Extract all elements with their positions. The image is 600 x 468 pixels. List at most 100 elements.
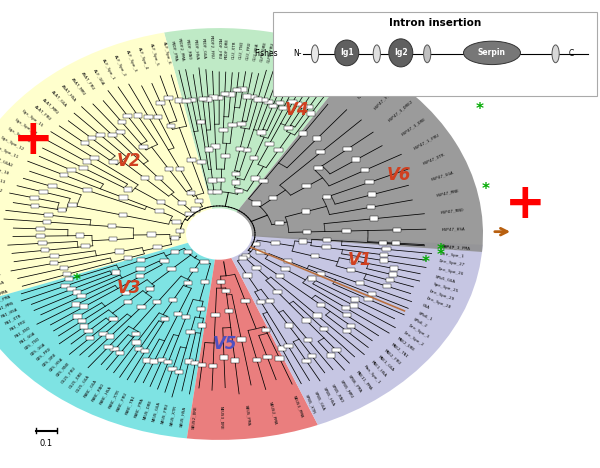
- Wedge shape: [232, 235, 482, 425]
- Bar: [187, 330, 195, 334]
- Bar: [313, 137, 321, 141]
- Text: V2: V2: [117, 153, 141, 170]
- Text: NEUS3_PMA: NEUS3_PMA: [293, 395, 304, 419]
- Text: Fishes: Fishes: [254, 49, 278, 58]
- Bar: [232, 181, 240, 185]
- Bar: [257, 300, 265, 304]
- Bar: [175, 370, 183, 374]
- Bar: [379, 241, 388, 245]
- Text: PANC_RNO: PANC_RNO: [91, 382, 105, 402]
- Bar: [50, 254, 59, 258]
- Text: Ggx_Spe_11: Ggx_Spe_11: [0, 144, 19, 160]
- Bar: [285, 323, 293, 328]
- Bar: [275, 221, 284, 225]
- Bar: [153, 300, 161, 304]
- Bar: [317, 303, 325, 307]
- Text: SPB5_MMU: SPB5_MMU: [339, 379, 354, 399]
- Text: N-: N-: [293, 49, 302, 58]
- Bar: [60, 173, 68, 177]
- Bar: [73, 290, 81, 294]
- Text: PEDF_FRU: PEDF_FRU: [217, 37, 221, 58]
- Bar: [302, 359, 311, 363]
- Bar: [37, 227, 45, 231]
- Text: HSP47_3_DRE: HSP47_3_DRE: [401, 117, 427, 136]
- Bar: [213, 190, 221, 194]
- Bar: [83, 160, 91, 164]
- Bar: [316, 150, 325, 154]
- Bar: [266, 299, 274, 303]
- Text: V1: V1: [348, 251, 372, 269]
- Bar: [41, 248, 49, 252]
- Bar: [343, 313, 351, 317]
- Text: CLU_HSA: CLU_HSA: [253, 42, 259, 61]
- Text: CLU_FRU: CLU_FRU: [245, 42, 252, 60]
- Wedge shape: [164, 28, 359, 212]
- Bar: [171, 250, 179, 254]
- Bar: [40, 190, 48, 194]
- Bar: [63, 272, 71, 276]
- Bar: [380, 258, 388, 263]
- Bar: [124, 187, 133, 191]
- Bar: [132, 340, 140, 344]
- Text: CG25_DRE: CG25_DRE: [67, 370, 83, 389]
- Text: PEDF_HSA: PEDF_HSA: [193, 38, 199, 59]
- Text: PANC_XTR: PANC_XTR: [107, 388, 120, 409]
- Bar: [169, 367, 177, 372]
- Bar: [80, 304, 88, 308]
- Bar: [254, 97, 262, 102]
- Bar: [265, 142, 274, 146]
- Text: ALAT_MMU: ALAT_MMU: [42, 97, 60, 115]
- Text: SPb6_2: SPb6_2: [413, 317, 428, 329]
- Bar: [347, 324, 355, 328]
- Text: *: *: [437, 243, 445, 258]
- Bar: [191, 207, 200, 212]
- Text: GGA: GGA: [422, 303, 431, 310]
- Bar: [124, 300, 132, 304]
- Text: PAI_FRU: PAI_FRU: [8, 319, 26, 332]
- Text: ALF_Spe_3: ALF_Spe_3: [125, 50, 137, 73]
- Bar: [109, 133, 117, 137]
- Text: ALF_Spe_4: ALF_Spe_4: [137, 46, 148, 70]
- Text: HSP47_3_PMA: HSP47_3_PMA: [442, 244, 470, 250]
- Bar: [79, 166, 88, 170]
- Bar: [342, 306, 350, 310]
- Text: Dre_Spe_3: Dre_Spe_3: [408, 324, 430, 340]
- Bar: [226, 93, 235, 97]
- Bar: [259, 179, 268, 183]
- Bar: [314, 166, 323, 170]
- Text: PANC_TNI: PANC_TNI: [124, 394, 136, 415]
- Text: MATR_GGA: MATR_GGA: [0, 280, 5, 290]
- Ellipse shape: [463, 41, 521, 65]
- Text: GDS_RNO: GDS_RNO: [55, 361, 70, 378]
- Text: PANC_FRU: PANC_FRU: [116, 392, 128, 412]
- Bar: [195, 198, 203, 203]
- Bar: [191, 361, 199, 366]
- Text: HSP47_MNE: HSP47_MNE: [436, 189, 460, 198]
- Bar: [158, 358, 166, 362]
- Bar: [299, 239, 307, 243]
- Text: LCAT2_FRU: LCAT2_FRU: [333, 62, 349, 85]
- Text: Ggx_Spe_12: Ggx_Spe_12: [0, 135, 25, 151]
- Bar: [220, 355, 228, 359]
- Bar: [299, 104, 307, 108]
- Text: HSP47_XTR: HSP47_XTR: [422, 153, 446, 166]
- Bar: [343, 146, 352, 151]
- Bar: [116, 130, 125, 134]
- Bar: [274, 148, 283, 152]
- Bar: [302, 319, 311, 323]
- Bar: [141, 349, 149, 353]
- Bar: [188, 98, 196, 102]
- Bar: [343, 329, 351, 333]
- Bar: [165, 167, 173, 171]
- Text: ASAT_MMU: ASAT_MMU: [70, 77, 86, 96]
- Bar: [169, 298, 178, 302]
- Bar: [232, 172, 241, 176]
- Text: ALF_Spe_5: ALF_Spe_5: [149, 44, 160, 67]
- Bar: [136, 274, 144, 278]
- Bar: [322, 245, 331, 249]
- Bar: [208, 190, 217, 194]
- Bar: [361, 168, 370, 172]
- Bar: [110, 347, 119, 351]
- Text: HSP47_GGA: HSP47_GGA: [430, 170, 454, 182]
- Bar: [86, 336, 94, 340]
